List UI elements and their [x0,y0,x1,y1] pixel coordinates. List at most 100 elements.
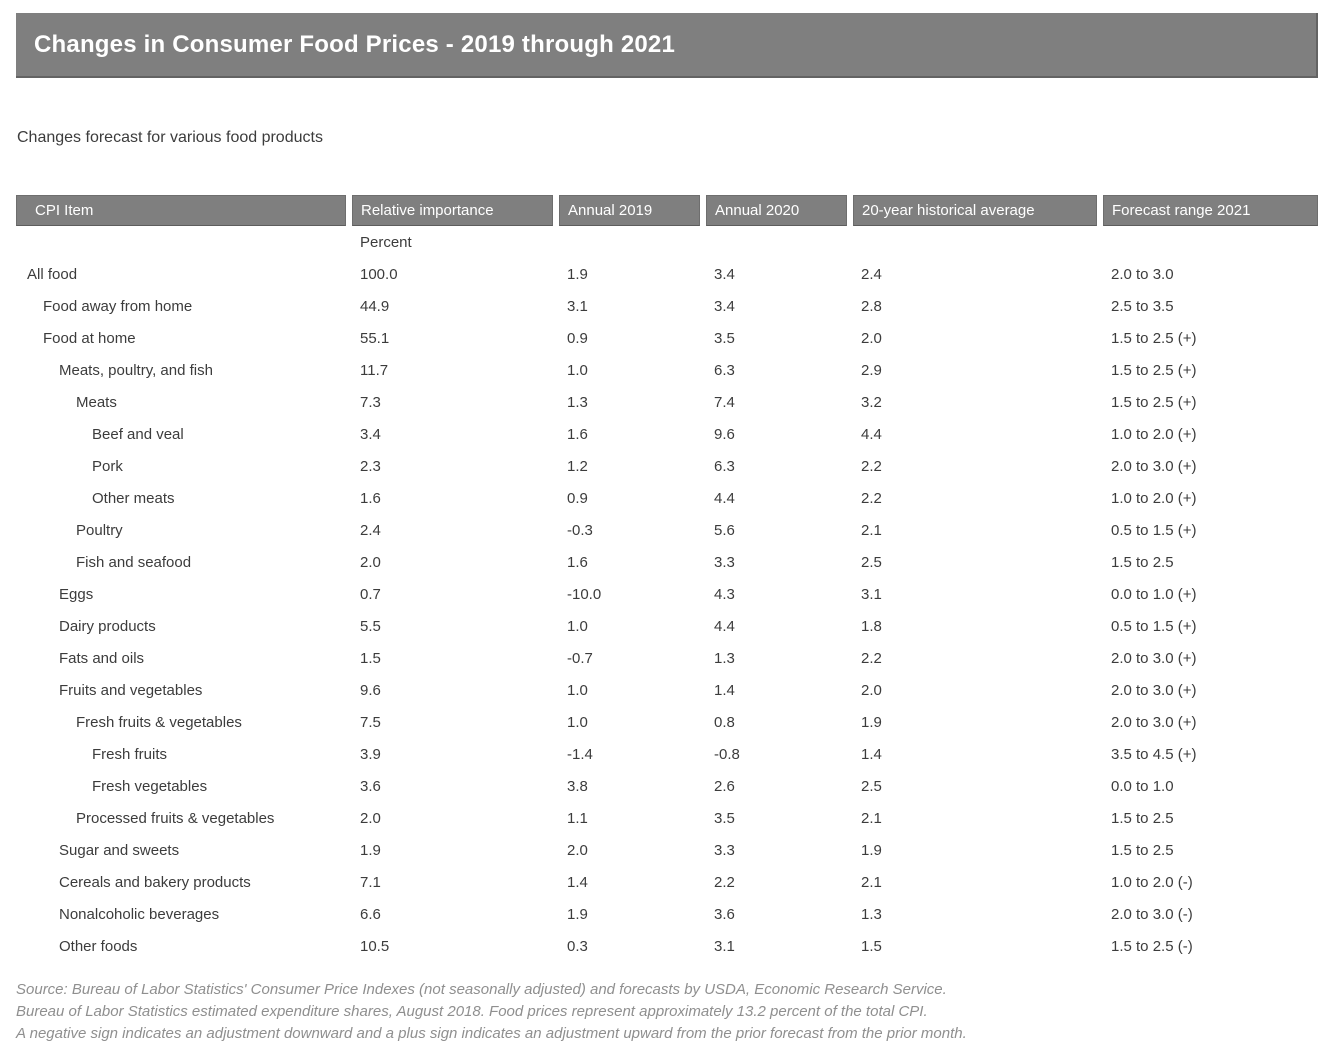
annual-2019-value: 0.9 [567,329,588,347]
relative-importance-value: 6.6 [360,905,381,923]
table-row: Food at home 55.1 0.9 3.5 2.0 1.5 to 2.5 (+) [16,322,1318,354]
annual-2020-value: 3.1 [714,937,735,955]
hist-avg-20yr-value: 3.1 [861,585,882,603]
annual-2020-value: 6.3 [714,361,735,379]
hist-avg-20yr-value: 1.8 [861,617,882,635]
report-page: Changes in Consumer Food Prices - 2019 t… [16,13,1318,1045]
footnote-line: Source: Bureau of Labor Statistics' Cons… [16,981,947,998]
cpi-item-cell: Fats and oils [16,650,346,667]
annual-2019-value: 1.0 [567,617,588,635]
relative-importance-value: 100.0 [360,265,398,283]
hist-avg-20yr-value: 2.2 [861,649,882,667]
forecast-2021-value: 1.5 to 2.5 [1111,809,1174,827]
relative-importance-value: 5.5 [360,617,381,635]
cpi-item-cell: Processed fruits & vegetables [16,810,346,827]
annual-2020-value: 4.3 [714,585,735,603]
hist-avg-20yr-value: 2.1 [861,809,882,827]
footnote-line: A negative sign indicates an adjustment … [16,1025,967,1042]
cpi-item-label: Sugar and sweets [59,841,180,859]
annual-2019-value: -0.7 [567,649,593,667]
annual-2020-value: 2.2 [714,873,735,891]
relative-importance-value: 3.6 [360,777,381,795]
cpi-item-cell: Cereals and bakery products [16,874,346,891]
annual-2020-value: -0.8 [714,745,740,763]
annual-2020-value: 0.8 [714,713,735,731]
relative-importance-value: 2.3 [360,457,381,475]
footnotes: Source: Bureau of Labor Statistics' Cons… [16,979,1318,1045]
cpi-item-label: Fresh vegetables [92,777,208,795]
annual-2019-value: 1.2 [567,457,588,475]
annual-2020-value: 4.4 [714,617,735,635]
cpi-item-cell: Nonalcoholic beverages [16,906,346,923]
table-row: Eggs 0.7 -10.0 4.3 3.1 0.0 to 1.0 (+) [16,578,1318,610]
annual-2019-value: 1.9 [567,905,588,923]
table-row: Food away from home 44.9 3.1 3.4 2.8 2.5 to 3… [16,290,1318,322]
table-body: All food 100.0 1.9 3.4 2.4 2.0 to 3.0 Food awa… [16,258,1318,962]
cpi-item-label: Cereals and bakery products [59,873,251,891]
forecast-2021-value: 1.0 to 2.0 (-) [1111,873,1193,891]
hist-avg-20yr-value: 2.2 [861,457,882,475]
annual-2019-value: 3.1 [567,297,588,315]
annual-2020-value: 2.6 [714,777,735,795]
forecast-2021-value: 0.0 to 1.0 (+) [1111,585,1197,603]
hist-avg-20yr-value: 1.4 [861,745,882,763]
table-row: Sugar and sweets 1.9 2.0 3.3 1.9 1.5 to 2.5 [16,834,1318,866]
relative-importance-value: 1.5 [360,649,381,667]
hist-avg-20yr-value: 2.1 [861,873,882,891]
annual-2019-value: 1.1 [567,809,588,827]
forecast-2021-value: 0.0 to 1.0 [1111,777,1174,795]
annual-2020-value: 7.4 [714,393,735,411]
cpi-item-cell: Fruits and vegetables [16,682,346,699]
cpi-item-label: All food [27,265,78,283]
page-title: Changes in Consumer Food Prices - 2019 t… [34,30,676,58]
column-header-relative-importance: Relative importance [352,195,553,226]
cpi-item-label: Fats and oils [59,649,145,667]
relative-importance-value: 2.4 [360,521,381,539]
hist-avg-20yr-value: 1.5 [861,937,882,955]
annual-2019-value: 3.8 [567,777,588,795]
forecast-2021-value: 2.0 to 3.0 (+) [1111,681,1197,699]
relative-importance-value: 0.7 [360,585,381,603]
relative-importance-value: 11.7 [360,361,389,379]
hist-avg-20yr-value: 2.0 [861,681,882,699]
forecast-2021-value: 1.5 to 2.5 (+) [1111,329,1197,347]
table-row: Pork 2.3 1.2 6.3 2.2 2.0 to 3.0 (+) [16,450,1318,482]
annual-2019-value: 1.4 [567,873,588,891]
report-title-bar: Changes in Consumer Food Prices - 2019 t… [16,13,1318,78]
forecast-2021-value: 3.5 to 4.5 (+) [1111,745,1197,763]
cpi-item-label: Poultry [76,521,123,539]
annual-2020-value: 3.4 [714,265,735,283]
annual-2020-value: 1.3 [714,649,735,667]
annual-2019-value: 1.0 [567,361,588,379]
cpi-item-label: Meats [76,393,117,411]
cpi-item-label: Processed fruits & vegetables [76,809,275,827]
report-subtitle: Changes forecast for various food produc… [17,129,323,146]
forecast-2021-value: 1.5 to 2.5 (+) [1111,361,1197,379]
hist-avg-20yr-value: 1.3 [861,905,882,923]
table-row: Beef and veal 3.4 1.6 9.6 4.4 1.0 to 2.0 (+) [16,418,1318,450]
relative-importance-value: 1.6 [360,489,381,507]
relative-importance-value: 44.9 [360,297,390,315]
hist-avg-20yr-value: 2.5 [861,777,882,795]
cpi-item-cell: Food at home [16,330,346,347]
relative-importance-value: 7.3 [360,393,381,411]
table-row: Fresh fruits & vegetables 7.5 1.0 0.8 1.9 2.0… [16,706,1318,738]
cpi-item-label: Fruits and vegetables [59,681,203,699]
cpi-item-label: Food away from home [43,297,193,315]
annual-2019-value: 2.0 [567,841,588,859]
table-row: Fruits and vegetables 9.6 1.0 1.4 2.0 2.0 to … [16,674,1318,706]
table-header-row: CPI Item Relative importance Annual 2019 An… [16,195,1318,226]
annual-2019-value: 1.6 [567,425,588,443]
table-row: Fish and seafood 2.0 1.6 3.3 2.5 1.5 to 2.5 [16,546,1318,578]
hist-avg-20yr-value: 2.9 [861,361,882,379]
annual-2019-value: 1.0 [567,681,588,699]
forecast-2021-value: 2.0 to 3.0 [1111,265,1174,283]
annual-2020-value: 3.5 [714,329,735,347]
cpi-item-cell: Other foods [16,938,346,955]
table-row: All food 100.0 1.9 3.4 2.4 2.0 to 3.0 [16,258,1318,290]
column-header-annual-2019: Annual 2019 [559,195,700,226]
forecast-2021-value: 0.5 to 1.5 (+) [1111,617,1197,635]
table-row: Poultry 2.4 -0.3 5.6 2.1 0.5 to 1.5 (+) [16,514,1318,546]
relative-importance-value: 2.0 [360,553,381,571]
table-row: Meats, poultry, and fish 11.7 1.0 6.3 2.9 1.5… [16,354,1318,386]
